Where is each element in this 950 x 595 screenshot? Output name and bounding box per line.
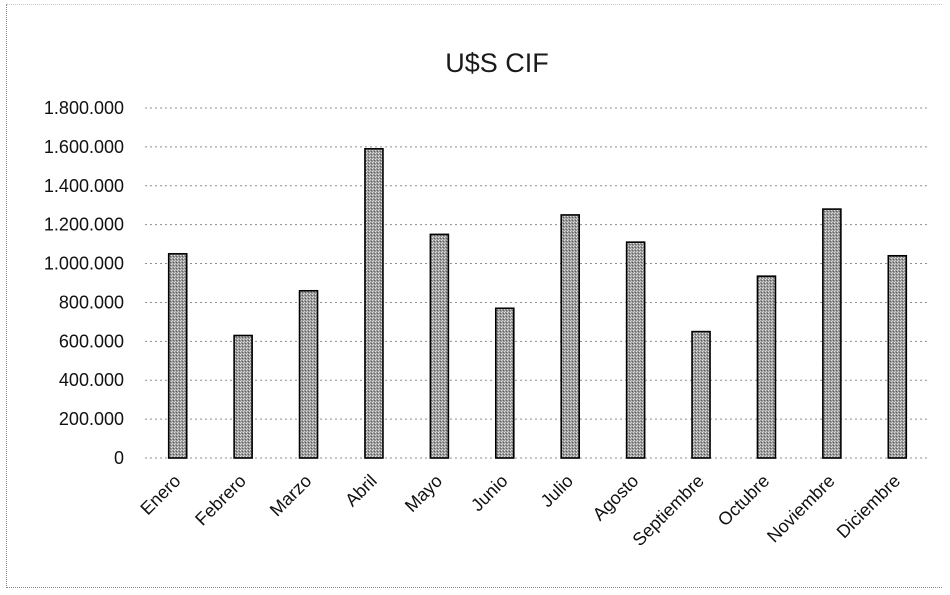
y-tick-label: 1.600.000 [44,137,124,157]
x-tick-label: Mayo [401,471,446,516]
chart-frame [6,4,942,588]
y-tick-label: 1.400.000 [44,176,124,196]
bar-julio [560,214,581,459]
y-tick-label: 0 [114,448,124,468]
y-tick-label: 600.000 [59,331,124,351]
x-tick-label: Septiembre [629,471,708,550]
x-tick-label: Febrero [191,471,250,530]
bar-noviembre [822,208,842,459]
x-tick-label: Abril [341,471,381,511]
x-tick-label: Octubre [714,471,773,530]
bar-abril [364,148,384,459]
chart-title: U$S CIF [445,48,549,78]
x-tick-label: Agosto [589,471,643,525]
bars [167,148,908,459]
x-tick-label: Julio [537,471,577,511]
bar-enero [167,253,188,459]
x-tick-label: Noviembre [763,471,839,547]
x-tick-label: Marzo [266,471,316,521]
x-tick-label: Junio [467,471,512,516]
bar-marzo [298,289,319,459]
bar-febrero [233,334,253,459]
bar-junio [494,307,515,459]
y-tick-label: 200.000 [59,409,124,429]
bar-octubre [756,275,777,459]
y-tick-label: 1.200.000 [44,215,124,235]
x-tick-label: Diciembre [833,471,904,542]
y-tick-label: 1.000.000 [44,254,124,274]
y-tick-label: 400.000 [59,370,124,390]
bar-diciembre [887,254,908,459]
y-tick-label: 1.800.000 [44,98,124,118]
gridlines [145,107,930,459]
x-axis-ticks: Enero Febrero Marzo Abril Mayo Junio Julio Agos… [136,471,904,550]
bar-agosto [625,241,646,459]
y-axis-ticks: 0 200.000 400.000 600.000 800.000 1.000.000 1.… [44,98,124,468]
bar-mayo [429,233,450,459]
x-tick-label: Enero [136,471,184,519]
y-tick-label: 800.000 [59,292,124,312]
bar-septiembre [691,330,711,459]
